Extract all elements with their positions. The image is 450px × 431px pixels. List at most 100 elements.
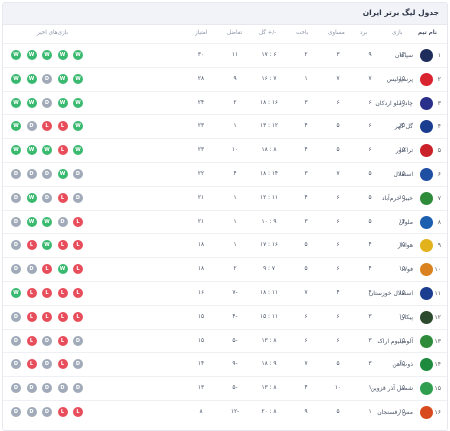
cell-goals: ۱۰ : ۹ bbox=[261, 218, 277, 225]
team-rank: ۱۴ bbox=[434, 361, 441, 369]
cell-points: ۱۸ bbox=[197, 266, 205, 273]
cell-played: ۱۵ bbox=[398, 75, 406, 82]
team-logo-icon bbox=[420, 334, 433, 348]
form-result-badge: D bbox=[26, 121, 37, 132]
cell-diff: ۴- bbox=[232, 313, 238, 320]
form-result-badge: W bbox=[57, 169, 68, 179]
cell-diff: ۵- bbox=[232, 337, 238, 344]
form-result-badge: W bbox=[11, 288, 21, 298]
form-result-badge: D bbox=[11, 192, 21, 203]
table-row[interactable]: ۱۰ فولاد ۱۵ ۴ ۶ ۵ ۹ : ۷ ۲ ۱۸ D D L W L bbox=[3, 257, 447, 281]
team-name[interactable]: ملوان bbox=[398, 218, 413, 226]
form-result-badge: W bbox=[57, 264, 68, 275]
cell-diff: ۲ bbox=[233, 266, 237, 273]
team-name[interactable]: مس رفسنجان bbox=[377, 409, 413, 416]
cell-played: ۱۵ bbox=[398, 123, 406, 130]
form-result-badge: W bbox=[11, 97, 21, 108]
cell-draw: ۵ bbox=[336, 361, 340, 368]
team-name[interactable]: شمس آذر قزوین bbox=[370, 385, 413, 393]
team-name[interactable]: ذوب‌آهن bbox=[392, 361, 413, 369]
team-name[interactable]: پیکان bbox=[399, 313, 413, 321]
header-form: بازی‌های اخیر bbox=[37, 30, 68, 36]
cell-goals: ۱۸ : ۱۶ bbox=[259, 99, 279, 106]
table-row[interactable]: ۱۲ پیکان ۱۵ ۳ ۶ ۶ ۱۵ : ۱۱ ۴- ۱۵ D L L L L bbox=[3, 304, 447, 329]
form-result-badge: W bbox=[42, 216, 52, 227]
cell-points: ۲۲ bbox=[197, 171, 205, 177]
cell-goals: ۱۳ : ۱۲ bbox=[259, 123, 279, 130]
team-name[interactable]: فولاد bbox=[400, 266, 413, 274]
cell-won: ۴ bbox=[368, 242, 372, 249]
cell-goals: ۱۳ : ۸ bbox=[261, 337, 277, 344]
cell-points: ۲۱ bbox=[197, 194, 205, 201]
cell-diff: ۴ bbox=[233, 171, 237, 177]
form-result-badge: W bbox=[42, 240, 52, 251]
team-name[interactable]: تراکتور bbox=[395, 147, 413, 155]
table-row[interactable]: ۷ خیبر خرم‌آباد ۱۵ ۵ ۶ ۴ ۱۲ : ۱۱ ۱ ۲۱ D W D L D bbox=[3, 185, 447, 210]
table-row[interactable]: ۱۵ شمس آذر قزوین ۱۵ ۱ ۱۰ ۴ ۱۳ : ۸ ۵- ۱۳ D D D D D bbox=[3, 376, 447, 400]
header-won: برد bbox=[360, 30, 368, 36]
form-result-badge: W bbox=[73, 50, 83, 60]
table-row[interactable]: ۲ پرسپولیس ۱۵ ۷ ۷ ۱ ۱۶ : ۷ ۹ ۲۸ W W D W W bbox=[3, 66, 447, 91]
table-row[interactable]: ۱ سپاهان ۱۴ ۹ ۳ ۲ ۱۷ : ۶ ۱۱ ۳۰ W W W W W bbox=[3, 43, 447, 67]
team-name[interactable]: پرسپولیس bbox=[386, 75, 413, 83]
form-result-badge: W bbox=[26, 73, 37, 84]
team-name[interactable]: چادرملو اردکان bbox=[375, 99, 413, 107]
team-logo-icon bbox=[420, 191, 433, 205]
cell-played: ۱۵ bbox=[398, 361, 406, 368]
cell-lost: ۴ bbox=[304, 194, 308, 201]
form-result-badge: W bbox=[11, 73, 21, 84]
team-rank: ۶ bbox=[437, 171, 441, 178]
form-result-badge: W bbox=[26, 216, 37, 227]
cell-lost: ۴ bbox=[304, 385, 308, 392]
page-title: جدول لیگ برتر ایران bbox=[362, 8, 439, 17]
cell-diff: ۹- bbox=[232, 361, 238, 368]
cell-points: ۸ bbox=[199, 409, 203, 415]
cell-played: ۱۵ bbox=[398, 337, 406, 344]
team-name[interactable]: استقلال خوزستان bbox=[368, 290, 413, 297]
team-rank: ۸ bbox=[437, 218, 441, 226]
team-name[interactable]: هوادار bbox=[397, 242, 413, 250]
cell-won: ۳ bbox=[368, 337, 372, 344]
table-row[interactable]: ۱۳ آلومینیوم اراک ۱۵ ۳ ۶ ۶ ۱۳ : ۸ ۵- ۱۵ D L D L D bbox=[3, 328, 447, 353]
team-logo-icon bbox=[420, 406, 433, 419]
team-rank: ۲ bbox=[437, 75, 441, 83]
header-points: امتیاز bbox=[195, 30, 208, 36]
team-name[interactable]: سپاهان bbox=[394, 52, 413, 59]
table-row[interactable]: ۹ هوادار ۱۵ ۴ ۶ ۵ ۱۷ : ۱۶ ۱ ۱۸ D L W L L bbox=[3, 233, 447, 257]
table-row[interactable]: ۶ استقلال ۱۵ ۵ ۷ ۳ ۱۸ : ۱۴ ۴ ۲۲ D D D W D bbox=[3, 162, 447, 186]
table-row[interactable]: ۸ ملوان ۱۴ ۵ ۶ ۳ ۱۰ : ۹ ۱ ۲۱ D W W D L bbox=[3, 209, 447, 234]
team-name[interactable]: خیبر خرم‌آباد bbox=[381, 194, 413, 202]
team-logo-icon bbox=[420, 168, 433, 181]
table-row[interactable]: ۱۶ مس رفسنجان ۱۵ ۱ ۵ ۹ ۲۰ : ۸ ۱۲- ۸ D D D L L bbox=[3, 400, 447, 424]
cell-played: ۱۵ bbox=[398, 313, 406, 320]
table-row[interactable]: ۳ چادرملو اردکان ۱۵ ۶ ۶ ۳ ۱۸ : ۱۶ ۲ ۲۴ W W D W W bbox=[3, 90, 447, 115]
table-row[interactable]: ۱۱ استقلال خوزستان ۱۵ ۴ ۴ ۷ ۱۸ : ۱۱ ۷- ۱۶ W L L L L bbox=[3, 281, 447, 305]
table-row[interactable]: ۵ تراکتور ۱۵ ۶ ۵ ۴ ۱۸ : ۸ ۱۰ ۲۳ W W W L W bbox=[3, 138, 447, 162]
cell-goals: ۱۳ : ۸ bbox=[261, 385, 277, 392]
cell-won: ۱ bbox=[368, 385, 372, 392]
team-name[interactable]: گل گهر bbox=[394, 123, 413, 131]
form-result-badge: D bbox=[11, 216, 21, 227]
cell-won: ۱ bbox=[368, 409, 372, 415]
form-result-badge: D bbox=[42, 97, 52, 108]
team-rank: ۱۱ bbox=[434, 290, 441, 297]
team-name[interactable]: استقلال bbox=[393, 171, 413, 178]
cell-points: ۲۳ bbox=[197, 123, 205, 130]
cell-draw: ۵ bbox=[336, 147, 340, 154]
cell-won: ۶ bbox=[368, 99, 372, 106]
cell-points: ۱۵ bbox=[197, 313, 205, 320]
team-rank: ۱۲ bbox=[434, 313, 441, 321]
form-result-badge: L bbox=[57, 192, 68, 203]
header-played: بازی bbox=[392, 30, 403, 36]
cell-diff: ۱۲- bbox=[230, 409, 240, 415]
cell-won: ۴ bbox=[368, 266, 372, 273]
table-row[interactable]: ۱۴ ذوب‌آهن ۱۵ ۳ ۵ ۷ ۱۸ : ۹ ۹- ۱۴ D L D L D bbox=[3, 352, 447, 376]
team-name[interactable]: آلومینیوم اراک bbox=[377, 337, 413, 345]
form-result-badge: L bbox=[73, 264, 83, 275]
cell-diff: ۱ bbox=[233, 194, 237, 201]
table-row[interactable]: ۴ گل گهر ۱۵ ۶ ۵ ۴ ۱۳ : ۱۲ ۱ ۲۳ W D L L W bbox=[3, 114, 447, 138]
